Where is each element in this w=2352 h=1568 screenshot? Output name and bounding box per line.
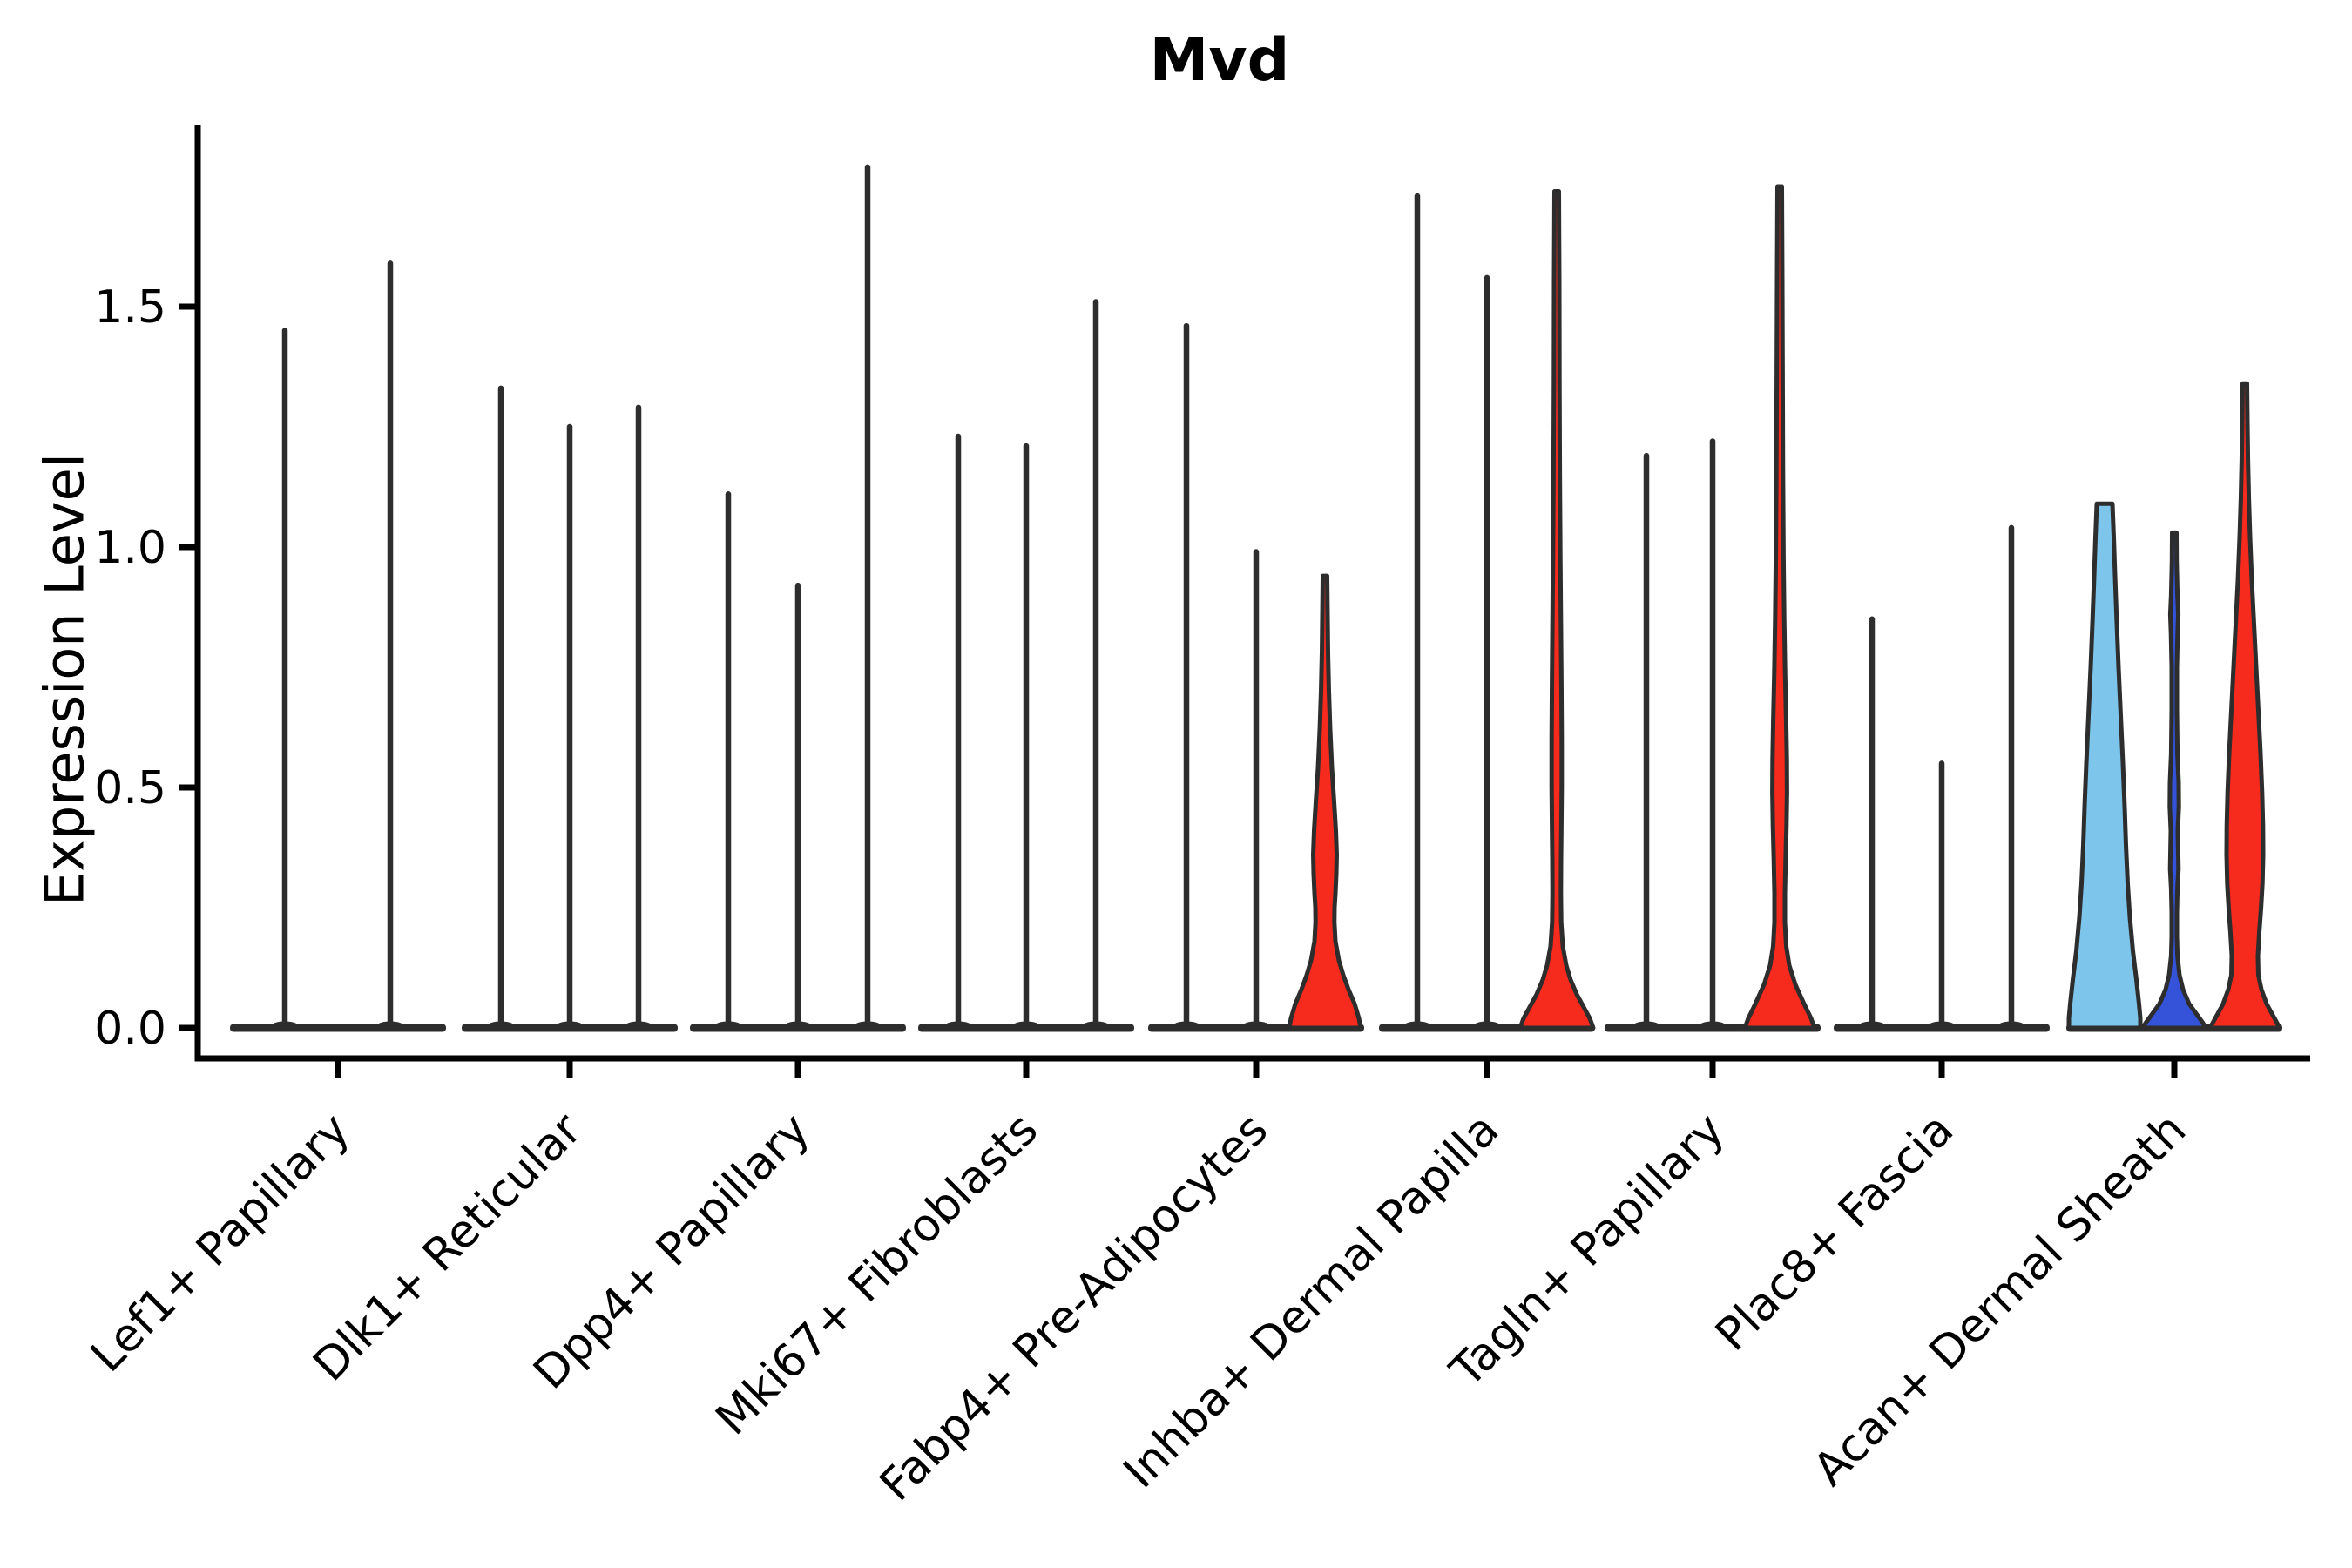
x-tick-label: Inhba+ Dermal Papilla: [1114, 1104, 1509, 1498]
x-tick-label: Plac8+ Fascia: [1706, 1104, 1963, 1362]
violin-body: [2207, 381, 2282, 1031]
violin-body: [1287, 573, 1363, 1031]
x-tick-label: Acan+ Dermal Sheath: [1804, 1104, 2197, 1497]
chart-title: Mvd: [1149, 26, 1290, 95]
y-tick-label: 0.5: [94, 762, 166, 814]
violin-body: [2066, 501, 2143, 1031]
y-tick-label: 1.0: [94, 522, 166, 574]
violin-body: [1517, 189, 1596, 1031]
axes-spines: [194, 125, 2310, 1062]
violin-body: [1742, 184, 1817, 1031]
violin-body: [2140, 530, 2208, 1031]
violin-zero-band: [230, 1024, 446, 1032]
y-tick-label: 0.0: [94, 1003, 166, 1055]
x-tick-label: Fabp4+ Pre-Adipocytes: [870, 1104, 1278, 1511]
y-tick-label: 1.5: [94, 281, 166, 334]
